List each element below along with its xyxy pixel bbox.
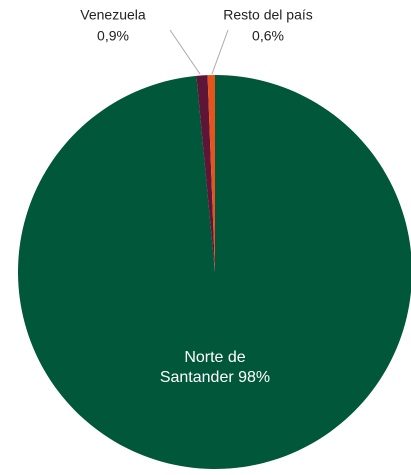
slice-value: 0,6%	[252, 28, 284, 44]
pie-slice	[196, 75, 215, 272]
slice-label: Resto del país	[223, 7, 313, 23]
slice-value: 0,9%	[97, 28, 129, 44]
leader-line	[169, 29, 201, 75]
pie-slice	[207, 75, 215, 272]
slices	[18, 75, 411, 469]
pie-slice	[18, 75, 411, 469]
slice-label: Venezuela	[80, 7, 146, 23]
slice-label: Norte de Santander	[159, 349, 246, 386]
slice-label-block: Norte de Santander 98%	[150, 348, 280, 388]
leader-line	[211, 29, 229, 75]
slice-value: 98%	[238, 369, 271, 386]
